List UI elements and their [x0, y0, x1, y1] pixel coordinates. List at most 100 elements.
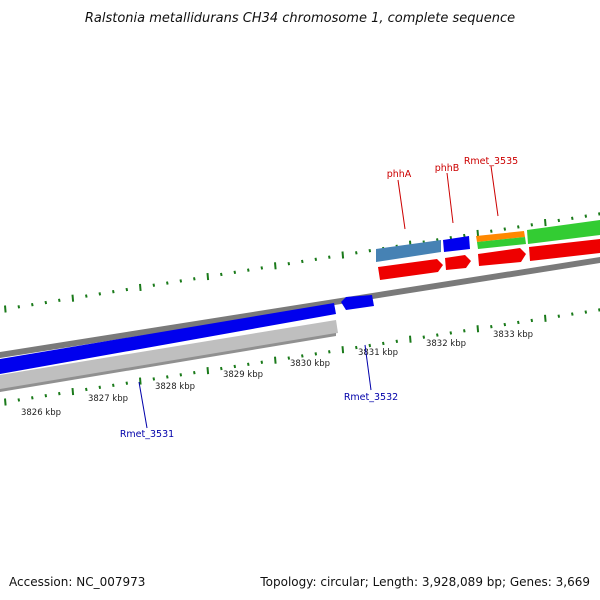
gene-bar-Rmet_3535[interactable]	[476, 231, 525, 242]
inner-tick-9	[125, 381, 129, 385]
outer-tick-36	[490, 229, 493, 233]
cds-arrow-Rmet_3532[interactable]	[341, 295, 374, 310]
accession-text: Accession: NC_007973	[9, 575, 145, 589]
inner-tick-21	[287, 356, 291, 360]
outer-tick-3	[44, 300, 48, 305]
inner-ticks	[4, 308, 600, 406]
inner-tick-4	[58, 391, 61, 396]
inner-tick-10	[139, 377, 142, 385]
inner-tick-17	[233, 364, 237, 369]
outer-tick-41	[557, 218, 561, 223]
cds-arrow-phhA[interactable]	[378, 259, 443, 280]
outer-tick-11	[152, 283, 156, 287]
outer-tick-25	[341, 251, 345, 259]
summary-text: Topology: circular; Length: 3,928,089 bp…	[259, 575, 590, 589]
outer-tick-42	[571, 216, 574, 220]
inner-tick-23	[314, 352, 318, 356]
outer-tick-7	[98, 292, 102, 296]
outer-tick-18	[247, 268, 250, 272]
outer-tick-6	[85, 294, 88, 298]
outer-tick-8	[112, 290, 115, 294]
cds-arrow-Rmet_3535[interactable]	[478, 248, 526, 266]
kbp-label-3830: 3830 kbp	[290, 359, 330, 369]
inner-tick-43	[584, 310, 588, 314]
kbp-label-3829: 3829 kbp	[223, 370, 263, 380]
map-title: Ralstonia metallidurans CH34 chromosome …	[85, 11, 515, 26]
reverse-strand-features	[0, 295, 374, 390]
inner-tick-32	[436, 333, 439, 337]
gene-label-Rmet_3535[interactable]: Rmet_3535	[464, 156, 518, 167]
inner-tick-35	[476, 325, 480, 333]
inner-tick-37	[503, 322, 507, 327]
leader-line-Rmet_3531	[138, 381, 148, 429]
inner-tick-42	[571, 312, 574, 316]
inner-tick-2	[31, 396, 34, 400]
inner-tick-24	[328, 350, 331, 354]
outer-tick-17	[233, 270, 237, 274]
gene-bar-phhB[interactable]	[443, 236, 470, 252]
outer-tick-22	[301, 259, 304, 264]
gene-label-Rmet_3531[interactable]: Rmet_3531	[120, 429, 174, 440]
inner-tick-row	[4, 308, 600, 406]
inner-tick-3	[44, 394, 48, 398]
kbp-label-3827: 3827 kbp	[88, 394, 128, 404]
inner-tick-22	[301, 354, 304, 358]
outer-tick-21	[287, 261, 291, 266]
outer-tick-14	[193, 277, 196, 281]
inner-tick-26	[355, 345, 358, 350]
outer-tick-13	[179, 279, 183, 283]
outer-tick-33	[449, 236, 453, 240]
outer-tick-27	[368, 248, 372, 253]
inner-tick-19	[260, 360, 264, 364]
kbp-labels: 3826 kbp 3827 kbp 3828 kbp 3829 kbp 3830…	[21, 330, 533, 418]
outer-tick-20	[274, 262, 277, 270]
inner-tick-38	[517, 320, 520, 325]
gene-label-phhA[interactable]: phhA	[387, 169, 412, 180]
gene-bar-Rmet_3535-sub[interactable]	[477, 237, 526, 249]
inner-tick-5	[71, 387, 75, 396]
gene-label-Rmet_3532[interactable]: Rmet_3532	[344, 392, 398, 403]
kbp-label-3828: 3828 kbp	[155, 382, 195, 392]
outer-tick-0	[4, 305, 7, 313]
gene-bar-Rmet_3531[interactable]	[0, 320, 338, 390]
inner-tick-29	[395, 339, 399, 344]
outer-tick-37	[503, 227, 507, 231]
cds-arrow-phhB[interactable]	[445, 255, 471, 270]
outer-tick-row	[4, 212, 600, 313]
outer-tick-40	[544, 219, 547, 227]
inner-tick-11	[152, 377, 156, 381]
inner-tick-28	[382, 341, 385, 346]
kbp-label-3832: 3832 kbp	[426, 339, 466, 349]
cds-arrow-next[interactable]	[529, 239, 600, 261]
outer-tick-24	[328, 255, 331, 259]
backbone-line	[0, 257, 600, 358]
outer-tick-34	[463, 233, 466, 238]
lower-backbone-line	[0, 333, 336, 392]
inner-tick-31	[422, 335, 426, 339]
outer-tick-26	[355, 251, 358, 255]
inner-tick-39	[530, 318, 534, 323]
kbp-label-3831: 3831 kbp	[358, 348, 398, 358]
inner-tick-36	[490, 324, 493, 329]
leader-line-Rmet_3532	[364, 344, 372, 391]
leader-line-phhA	[397, 179, 406, 230]
outer-tick-38	[517, 225, 520, 229]
inner-tick-1	[17, 398, 21, 402]
forward-strand-features	[376, 220, 600, 280]
kbp-label-3826: 3826 kbp	[21, 408, 61, 418]
gene-label-phhB[interactable]: phhB	[435, 163, 460, 174]
inner-tick-41	[557, 314, 561, 318]
gene-bar-phhA[interactable]	[376, 240, 441, 262]
outer-tick-1	[17, 305, 21, 309]
inner-tick-20	[274, 356, 277, 364]
gene-labels-bottom: Rmet_3531 Rmet_3532	[120, 344, 398, 440]
inner-tick-0	[4, 398, 7, 406]
leader-line-phhB	[446, 172, 454, 224]
inner-tick-30	[409, 335, 412, 343]
inner-tick-15	[206, 367, 210, 375]
inner-tick-40	[544, 314, 547, 322]
cds-bar-Rmet_3531[interactable]	[0, 303, 336, 374]
gene-bar-next[interactable]	[527, 220, 600, 244]
inner-tick-34	[463, 329, 466, 333]
